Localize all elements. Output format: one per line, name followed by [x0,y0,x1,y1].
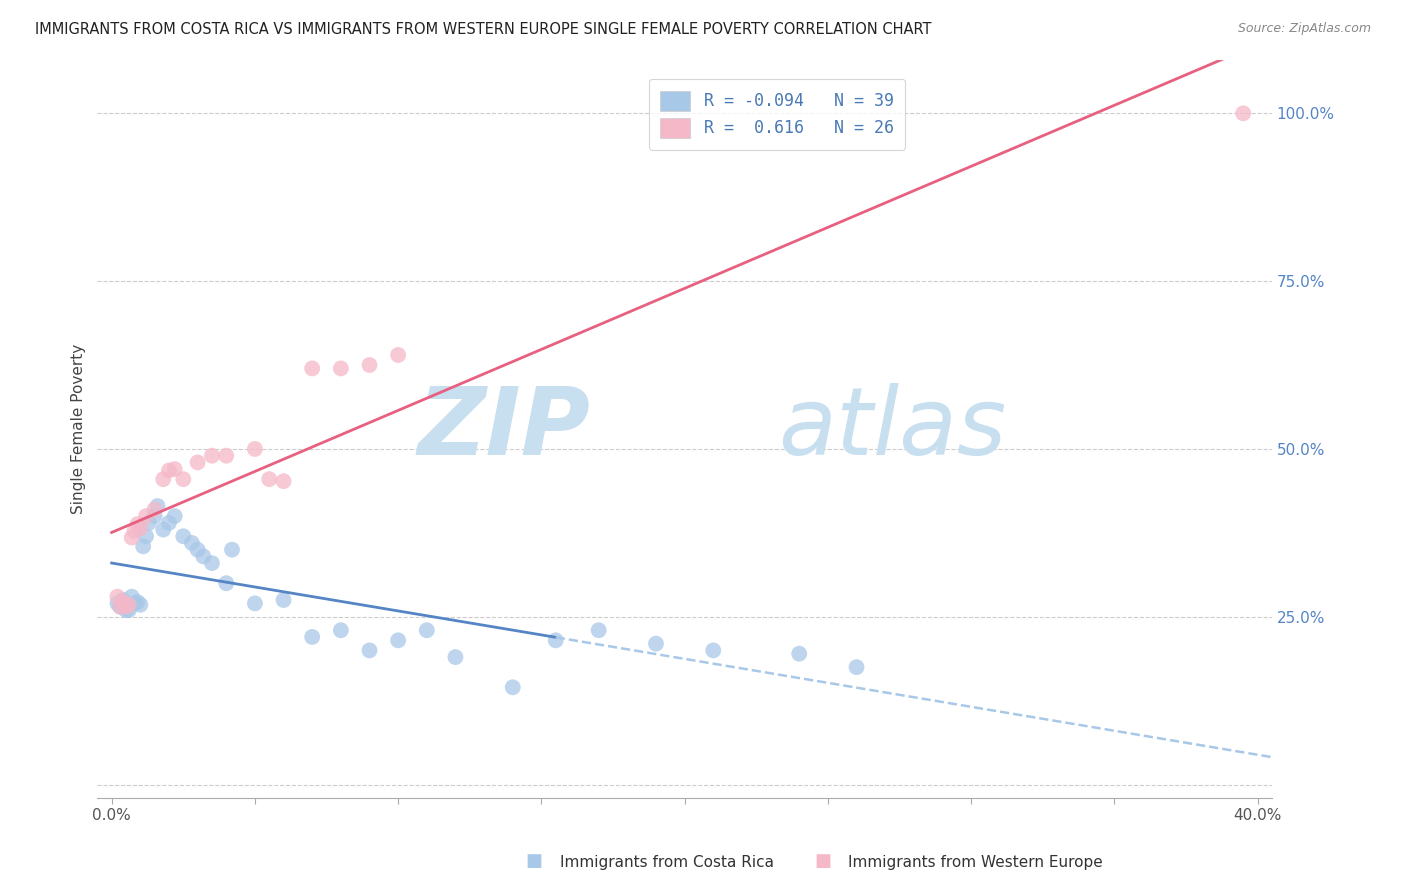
Point [129,521,152,535]
Legend: R = -0.094   N = 39, R =  0.616   N = 26: R = -0.094 N = 39, R = 0.616 N = 26 [648,79,905,150]
Point [645,637,668,651]
Text: ■: ■ [814,852,831,870]
Point [152,472,174,486]
Point [121,590,143,604]
Y-axis label: Single Female Poverty: Single Female Poverty [72,343,86,514]
Point [129,598,152,612]
Text: Immigrants from Western Europe: Immigrants from Western Europe [848,855,1102,870]
Point [121,531,143,545]
Point [124,596,146,610]
Point [416,624,439,638]
Point [329,361,352,376]
Point [215,576,238,591]
Point [127,517,149,532]
Point [138,516,160,530]
Point [215,449,238,463]
Point [118,598,141,612]
Point [502,681,524,695]
Point [115,603,138,617]
Point [172,472,194,486]
Point [112,593,135,607]
Point [329,624,352,638]
Point [107,596,129,610]
Point [588,624,610,638]
Point [112,595,135,609]
Point [201,449,224,463]
Point [157,516,180,530]
Point [163,509,186,524]
Point [187,455,209,469]
Point [544,633,567,648]
Text: Source: ZipAtlas.com: Source: ZipAtlas.com [1237,22,1371,36]
Point [157,463,180,477]
Point [387,633,409,648]
Point [110,599,132,614]
Point [107,590,129,604]
Point [243,596,266,610]
Point [359,358,381,372]
Point [115,599,138,614]
Text: Immigrants from Costa Rica: Immigrants from Costa Rica [560,855,773,870]
Point [359,643,381,657]
Point [118,603,141,617]
Text: ■: ■ [526,852,543,870]
Point [243,442,266,456]
Point [273,593,295,607]
Text: atlas: atlas [779,384,1007,475]
Point [146,499,169,513]
Point [127,595,149,609]
Point [301,630,323,644]
Point [444,650,467,665]
Point [845,660,868,674]
Point [301,361,323,376]
Point [257,472,280,486]
Point [193,549,215,564]
Point [1232,106,1254,120]
Point [273,474,295,488]
Point [143,502,166,516]
Point [124,524,146,538]
Text: ZIP: ZIP [418,383,591,475]
Point [143,509,166,524]
Point [172,529,194,543]
Point [387,348,409,362]
Point [132,539,155,553]
Point [135,529,157,543]
Point [152,523,174,537]
Point [110,599,132,614]
Point [180,536,202,550]
Text: IMMIGRANTS FROM COSTA RICA VS IMMIGRANTS FROM WESTERN EUROPE SINGLE FEMALE POVER: IMMIGRANTS FROM COSTA RICA VS IMMIGRANTS… [35,22,932,37]
Point [187,542,209,557]
Point [163,462,186,476]
Point [135,509,157,524]
Point [702,643,724,657]
Point [787,647,810,661]
Point [221,542,243,557]
Point [201,556,224,570]
